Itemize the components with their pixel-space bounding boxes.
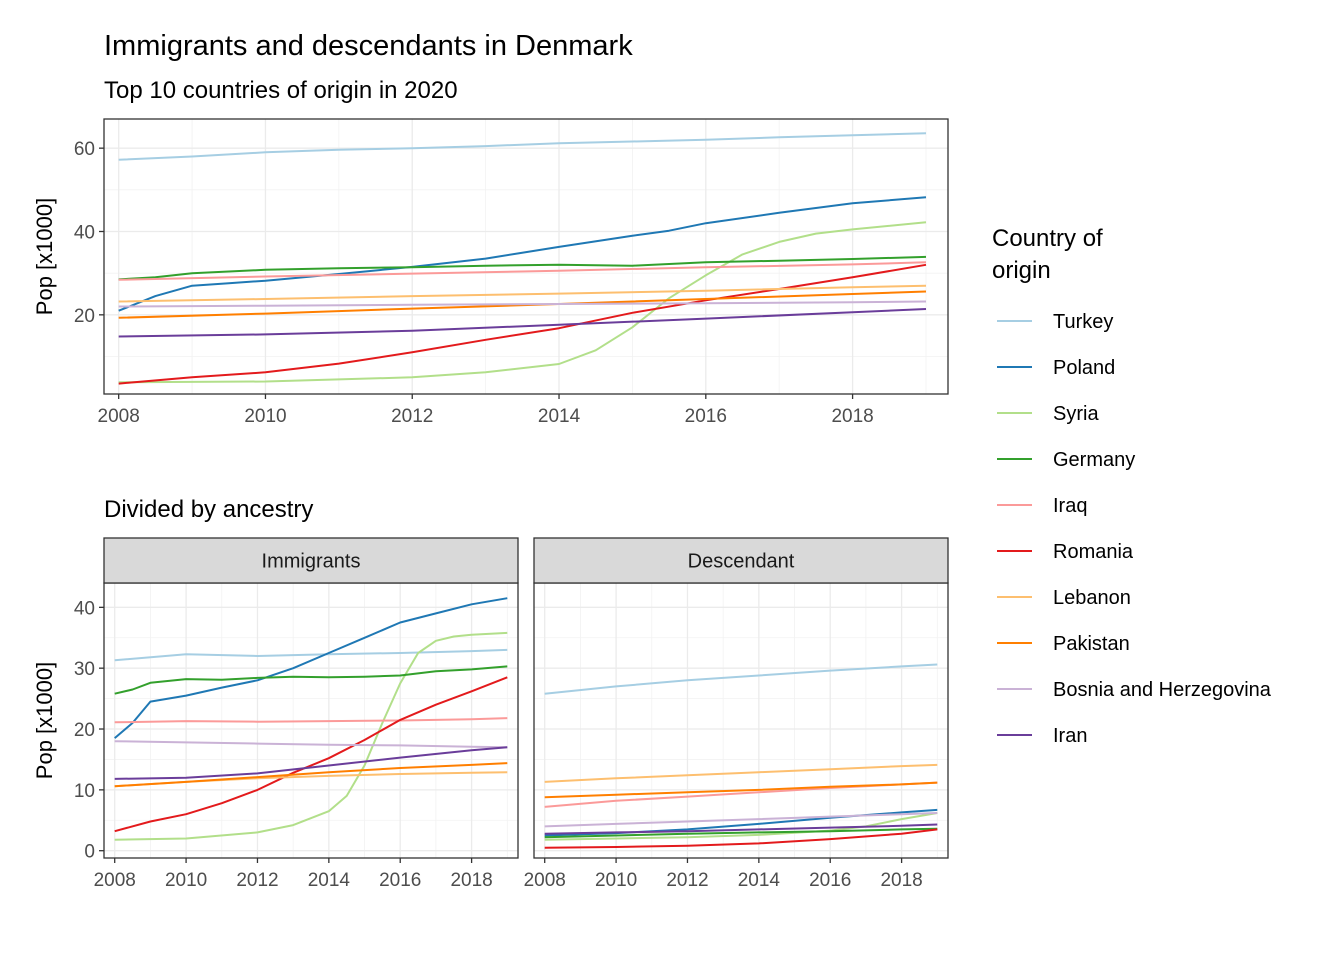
top-x-tick-label: 2018: [831, 406, 873, 427]
top-series-line-syria: [118, 221, 927, 384]
descendant-series-line-germany: [544, 827, 938, 839]
top-y-axis-title: Pop [x1000]: [32, 198, 57, 315]
immigrants-series-line-romania: [114, 676, 508, 833]
immigrants-x-tick-label: 2016: [379, 870, 421, 891]
legend: Country of origin Turkey Poland Syria Germa…: [992, 225, 1272, 747]
descendant-series-line-turkey: [544, 663, 938, 695]
immigrants-y-tick-label: 10: [74, 781, 95, 802]
top-series-line-turkey: [118, 132, 927, 161]
immigrants-series-line-bosnia-and-herzegovina: [114, 740, 508, 749]
immigrants-y-tick-label: 0: [84, 842, 95, 863]
immigrants-series-line-iraq: [114, 717, 508, 724]
descendant-x-tick-label: 2010: [595, 870, 637, 891]
legend-label-poland: Poland: [1053, 357, 1115, 379]
immigrants-y-tick-label: 30: [74, 659, 95, 680]
descendant-panel: 2008 2010 2012 2014 2016 2018 Descendant: [524, 537, 949, 891]
immigrants-facet-strip: [103, 537, 519, 584]
legend-label-iraq: Iraq: [1053, 495, 1087, 517]
top-panel: 2008 2010 2012 2014 2016 2018 20 40 60 Pop [x1000…: [32, 118, 949, 427]
legend-title-line2: origin: [992, 257, 1051, 284]
top-series-line-poland: [118, 196, 927, 312]
descendant-x-tick-label: 2018: [880, 870, 922, 891]
bottom-panel-subtitle: Divided by ancestry: [104, 496, 313, 523]
top-plot-background: [104, 119, 948, 394]
descendant-series-line-bosnia-and-herzegovina: [544, 812, 938, 828]
top-panel-border: [103, 118, 949, 395]
legend-label-syria: Syria: [1053, 403, 1099, 425]
descendant-series-line-lebanon: [544, 763, 938, 783]
immigrants-y-tick-label: 40: [74, 598, 95, 619]
immigrants-series-line-pakistan: [114, 762, 508, 788]
top-series-line-romania: [118, 263, 927, 385]
immigrants-facet-strip-label: Immigrants: [262, 551, 361, 573]
descendant-series-line-pakistan: [544, 781, 938, 799]
figure-title: Immigrants and descendants in Denmark: [104, 30, 633, 62]
immigrants-series-line-poland: [114, 597, 508, 739]
legend-title-line1: Country of: [992, 225, 1103, 252]
descendant-x-tick-label: 2008: [524, 870, 566, 891]
descendant-series-line-romania: [544, 828, 938, 849]
immigrants-x-tick-label: 2014: [308, 870, 351, 891]
legend-label-romania: Romania: [1053, 541, 1134, 563]
top-x-tick-label: 2016: [685, 406, 727, 427]
top-series-line-lebanon: [118, 284, 927, 303]
top-series-line-iran: [118, 308, 927, 338]
descendant-x-tick-label: 2012: [666, 870, 708, 891]
top-series-line-germany: [118, 255, 927, 281]
legend-label-pakistan: Pakistan: [1053, 633, 1130, 655]
top-x-tick-label: 2012: [391, 406, 433, 427]
immigrants-series-line-germany: [114, 665, 508, 695]
immigrants-x-tick-label: 2012: [236, 870, 278, 891]
top-y-tick-label: 60: [74, 139, 95, 160]
legend-label-germany: Germany: [1053, 449, 1135, 471]
legend-label-turkey: Turkey: [1053, 311, 1113, 333]
descendant-x-tick-label: 2016: [809, 870, 851, 891]
legend-label-iran: Iran: [1053, 725, 1087, 747]
immigrants-y-axis-title: Pop [x1000]: [32, 662, 57, 779]
immigrants-x-tick-label: 2010: [165, 870, 207, 891]
immigrants-panel: 2008 2010 2012 2014 2016 2018 0 10 20 30 40 Pop [x1…: [32, 537, 519, 891]
descendant-x-tick-label: 2014: [738, 870, 781, 891]
top-panel-subtitle: Top 10 countries of origin in 2020: [104, 77, 458, 104]
descendant-series-line-iran: [544, 823, 938, 835]
immigrants-series-line-iran: [114, 746, 508, 780]
descendant-facet-strip-label: Descendant: [688, 551, 795, 573]
top-x-tick-label: 2014: [538, 406, 581, 427]
top-y-tick-label: 40: [74, 223, 95, 244]
descendant-plot-background: [534, 583, 948, 858]
top-series-line-bosnia-and-herzegovina: [118, 300, 927, 308]
immigrants-x-tick-label: 2008: [94, 870, 136, 891]
descendant-facet-strip: [533, 537, 949, 584]
legend-label-bosnia-and-herzegovina: Bosnia and Herzegovina: [1053, 679, 1272, 701]
top-series-line-iraq: [118, 261, 927, 281]
immigrants-y-tick-label: 20: [74, 720, 95, 741]
top-y-tick-label: 20: [74, 306, 95, 327]
immigrants-series-line-turkey: [114, 648, 508, 662]
legend-label-lebanon: Lebanon: [1053, 587, 1131, 609]
immigrants-x-tick-label: 2018: [450, 870, 492, 891]
top-x-tick-label: 2010: [244, 406, 286, 427]
top-x-tick-label: 2008: [98, 406, 140, 427]
